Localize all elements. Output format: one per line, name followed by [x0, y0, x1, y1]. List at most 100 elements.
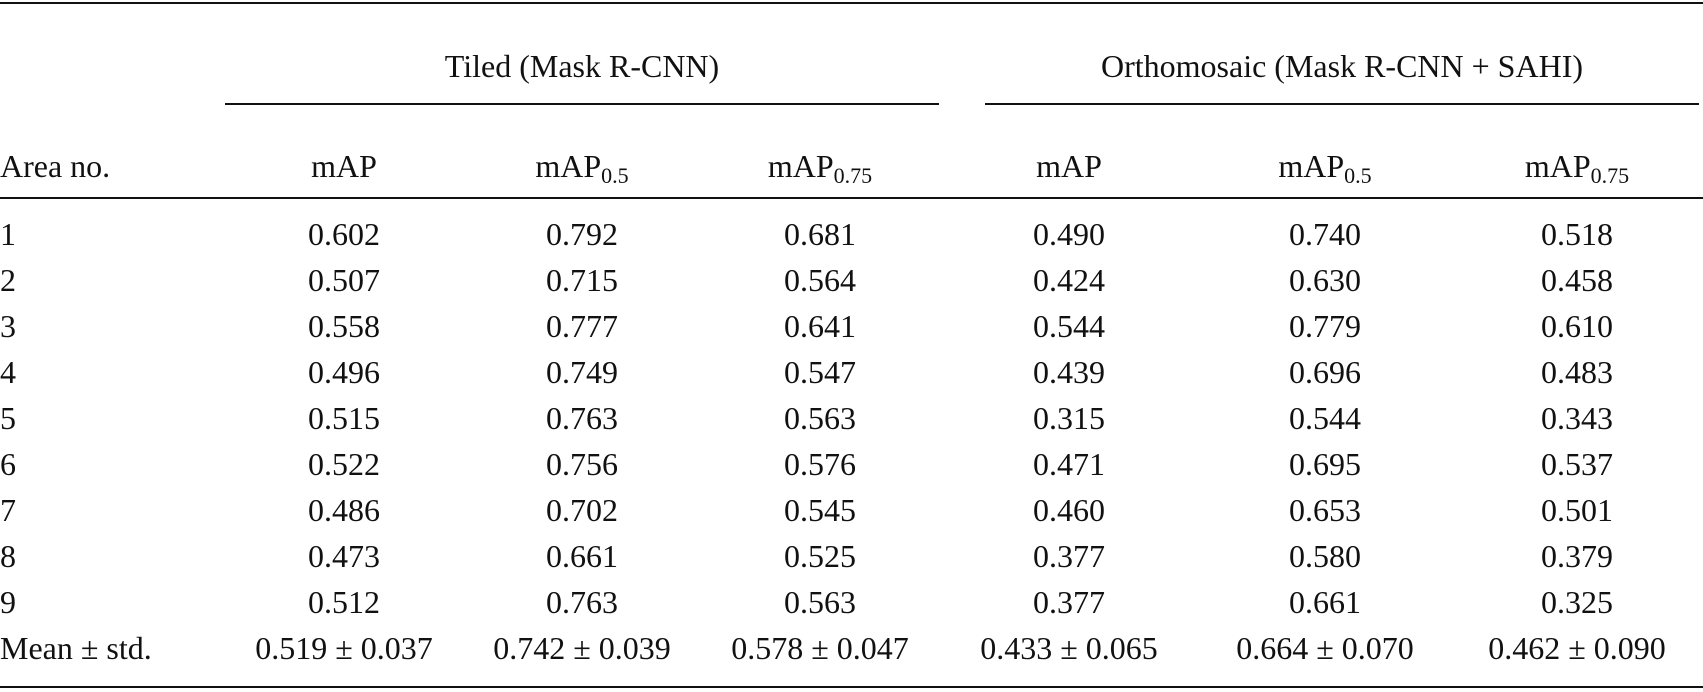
cell-area: 8 [0, 538, 16, 574]
column-header-area: Area no. [0, 148, 111, 184]
cell-tiled-map50: 0.777 [546, 308, 618, 344]
cell-ortho-map75: 0.458 [1541, 262, 1613, 298]
cell-ortho-map50: 0.630 [1289, 262, 1361, 298]
cell-ortho-map50: 0.580 [1289, 538, 1361, 574]
column-header-subscript: 0.75 [833, 163, 873, 188]
cell-area: 5 [0, 400, 16, 436]
cell-area: Mean ± std. [0, 630, 152, 666]
cell-tiled-map: 0.558 [308, 308, 380, 344]
cell-ortho-map75: 0.343 [1541, 400, 1613, 436]
cell-tiled-map75: 0.547 [784, 354, 856, 390]
cell-ortho-map: 0.460 [1033, 492, 1105, 528]
cell-ortho-map: 0.377 [1033, 584, 1105, 620]
tiled-group-rule [225, 103, 939, 105]
cell-ortho-map50: 0.653 [1289, 492, 1361, 528]
orthomosaic-group-rule [985, 103, 1699, 105]
table-body: 1 0.602 0.792 0.681 0.490 0.740 0.518 2 … [0, 197, 1703, 671]
cell-tiled-map50: 0.742 ± 0.039 [493, 630, 671, 666]
cell-tiled-map: 0.522 [308, 446, 380, 482]
cell-area: 7 [0, 492, 16, 528]
column-header-subscript: 0.5 [601, 163, 629, 188]
table-row: 9 0.512 0.763 0.563 0.377 0.661 0.325 [0, 579, 1703, 625]
mean-std-row: Mean ± std. 0.519 ± 0.037 0.742 ± 0.039 … [0, 625, 1703, 671]
cell-ortho-map75: 0.483 [1541, 354, 1613, 390]
cell-ortho-map75: 0.462 ± 0.090 [1488, 630, 1666, 666]
cell-ortho-map50: 0.544 [1289, 400, 1361, 436]
cell-area: 3 [0, 308, 16, 344]
table-header: Area no. mAP mAP0.5 mAP0.75 mAP mAP0.5 m… [0, 135, 1703, 197]
cell-ortho-map50: 0.664 ± 0.070 [1236, 630, 1414, 666]
cell-area: 6 [0, 446, 16, 482]
cell-tiled-map50: 0.756 [546, 446, 618, 482]
cell-ortho-map50: 0.695 [1289, 446, 1361, 482]
table-row: 6 0.522 0.756 0.576 0.471 0.695 0.537 [0, 441, 1703, 487]
group-header-tiled: Tiled (Mask R-CNN) [444, 48, 720, 84]
cell-tiled-map: 0.473 [308, 538, 380, 574]
column-header-label: mAP [1036, 148, 1102, 184]
cell-ortho-map75: 0.610 [1541, 308, 1613, 344]
cell-tiled-map75: 0.564 [784, 262, 856, 298]
group-header-orthomosaic: Orthomosaic (Mask R-CNN + SAHI) [1101, 48, 1583, 84]
cell-ortho-map: 0.424 [1033, 262, 1105, 298]
cell-area: 1 [0, 216, 16, 252]
header-bottom-rule [0, 197, 1703, 199]
cell-tiled-map50: 0.763 [546, 584, 618, 620]
cell-area: 2 [0, 262, 16, 298]
table-row: 7 0.486 0.702 0.545 0.460 0.653 0.501 [0, 487, 1703, 533]
table-row: 1 0.602 0.792 0.681 0.490 0.740 0.518 [0, 211, 1703, 257]
column-header-tiled-map75: mAP0.75 [701, 135, 939, 197]
column-header-tiled-map50: mAP0.5 [463, 135, 701, 197]
cell-ortho-map: 0.490 [1033, 216, 1105, 252]
column-header-ortho-map: mAP [939, 135, 1199, 197]
cell-tiled-map: 0.496 [308, 354, 380, 390]
column-header-subscript: 0.75 [1590, 163, 1630, 188]
table-top-rule [0, 2, 1703, 4]
cell-ortho-map50: 0.696 [1289, 354, 1361, 390]
table-row: 3 0.558 0.777 0.641 0.544 0.779 0.610 [0, 303, 1703, 349]
cell-tiled-map: 0.519 ± 0.037 [255, 630, 433, 666]
cell-tiled-map50: 0.661 [546, 538, 618, 574]
column-header-label: mAP [1278, 148, 1345, 184]
cell-tiled-map50: 0.749 [546, 354, 618, 390]
column-header-label: mAP [311, 148, 377, 184]
column-header-label: mAP [535, 148, 602, 184]
cell-area: 4 [0, 354, 16, 390]
cell-tiled-map50: 0.715 [546, 262, 618, 298]
table-bottom-rule [0, 686, 1703, 688]
cell-tiled-map75: 0.681 [784, 216, 856, 252]
cell-ortho-map50: 0.740 [1289, 216, 1361, 252]
cell-tiled-map: 0.507 [308, 262, 380, 298]
column-header-label: mAP [1524, 148, 1591, 184]
cell-tiled-map75: 0.563 [784, 584, 856, 620]
cell-tiled-map: 0.602 [308, 216, 380, 252]
column-header-ortho-map50: mAP0.5 [1199, 135, 1451, 197]
cell-ortho-map75: 0.325 [1541, 584, 1613, 620]
cell-ortho-map: 0.433 ± 0.065 [980, 630, 1158, 666]
cell-tiled-map: 0.486 [308, 492, 380, 528]
header-spacer [0, 197, 1703, 211]
cell-tiled-map75: 0.641 [784, 308, 856, 344]
cell-tiled-map: 0.515 [308, 400, 380, 436]
cell-tiled-map50: 0.702 [546, 492, 618, 528]
column-header-label: mAP [767, 148, 834, 184]
results-table: Area no. mAP mAP0.5 mAP0.75 mAP mAP0.5 m… [0, 135, 1703, 671]
cell-tiled-map75: 0.578 ± 0.047 [731, 630, 909, 666]
cell-ortho-map: 0.439 [1033, 354, 1105, 390]
column-header-row: Area no. mAP mAP0.5 mAP0.75 mAP mAP0.5 m… [0, 135, 1703, 197]
cell-ortho-map: 0.544 [1033, 308, 1105, 344]
table-row: 8 0.473 0.661 0.525 0.377 0.580 0.379 [0, 533, 1703, 579]
cell-ortho-map75: 0.501 [1541, 492, 1613, 528]
column-header-subscript: 0.5 [1344, 163, 1372, 188]
cell-ortho-map: 0.377 [1033, 538, 1105, 574]
cell-area: 9 [0, 584, 16, 620]
spacer-cell [0, 197, 1703, 211]
table-row: 5 0.515 0.763 0.563 0.315 0.544 0.343 [0, 395, 1703, 441]
table-row: 4 0.496 0.749 0.547 0.439 0.696 0.483 [0, 349, 1703, 395]
cell-ortho-map75: 0.518 [1541, 216, 1613, 252]
cell-tiled-map75: 0.525 [784, 538, 856, 574]
cell-ortho-map75: 0.537 [1541, 446, 1613, 482]
cell-ortho-map50: 0.779 [1289, 308, 1361, 344]
cell-tiled-map75: 0.563 [784, 400, 856, 436]
cell-ortho-map: 0.315 [1033, 400, 1105, 436]
